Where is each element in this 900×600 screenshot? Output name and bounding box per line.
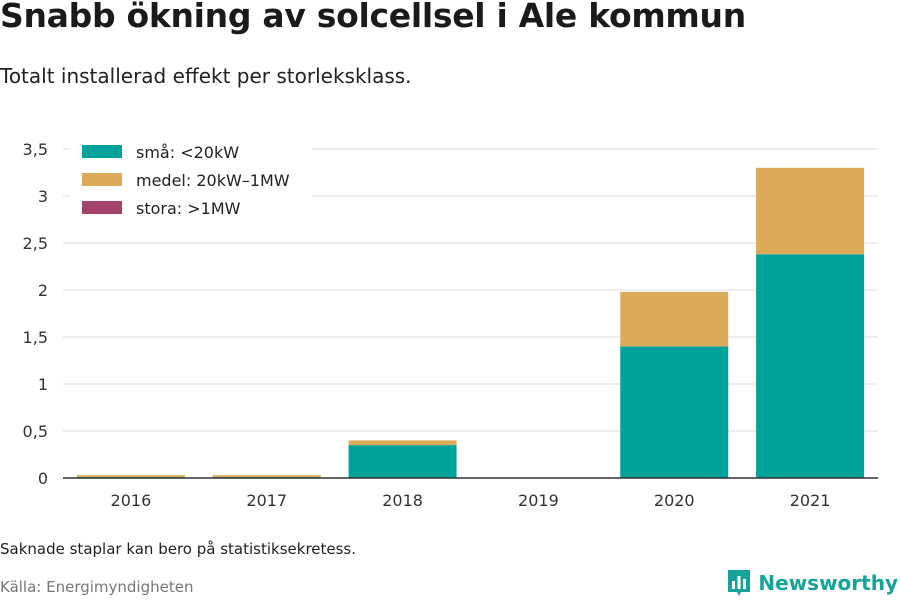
axes: 0 0,5 1 1,5 2 2,5 3 3,5 2016 2017 2018 2019 2020 2021: [23, 140, 878, 510]
y-tick-label: 0: [38, 469, 48, 488]
legend-label: små: <20kW: [136, 143, 239, 162]
bar-segment: [620, 291, 729, 347]
bars: [76, 167, 865, 479]
bar-segment: [212, 475, 321, 478]
x-tick-label: 2017: [246, 491, 287, 510]
chart-subtitle: Totalt installerad effekt per storlekskl…: [0, 64, 412, 88]
y-tick-label: 2: [38, 281, 48, 300]
chart-title: Snabb ökning av solcellsel i Ale kommun: [0, 0, 746, 35]
brand-name: Newsworthy: [758, 571, 898, 595]
legend-swatch: [82, 145, 122, 158]
y-tick-label: 1: [38, 375, 48, 394]
bar-segment: [620, 346, 729, 478]
legend: små: <20kW medel: 20kW–1MW stora: >1MW: [70, 136, 312, 228]
bar-segment: [348, 445, 457, 478]
footnote: Saknade staplar kan bero på statistiksek…: [0, 540, 357, 558]
legend-label: medel: 20kW–1MW: [136, 171, 290, 190]
y-tick-label: 2,5: [23, 234, 48, 253]
bar-segment: [756, 167, 865, 255]
legend-swatch: [82, 201, 122, 214]
bar-segment: [756, 254, 865, 478]
bar-segment: [76, 475, 185, 478]
legend-swatch: [82, 173, 122, 186]
y-tick-label: 3,5: [23, 140, 48, 159]
stacked-bar-chart: 0 0,5 1 1,5 2 2,5 3 3,5 2016 2017 2018 2019 2020 2021…: [22, 136, 878, 510]
y-tick-label: 1,5: [23, 328, 48, 347]
brand-logo: Newsworthy: [726, 568, 898, 598]
y-tick-label: 3: [38, 187, 48, 206]
x-tick-label: 2020: [654, 491, 695, 510]
legend-label: stora: >1MW: [136, 199, 241, 218]
source-label: Källa: Energimyndigheten: [0, 578, 194, 596]
bar-chart-icon: [728, 570, 751, 596]
x-tick-label: 2018: [382, 491, 423, 510]
bar-segment: [348, 440, 457, 446]
x-tick-label: 2021: [790, 491, 831, 510]
y-tick-label: 0,5: [23, 422, 48, 441]
x-tick-label: 2016: [111, 491, 152, 510]
x-tick-label: 2019: [518, 491, 559, 510]
